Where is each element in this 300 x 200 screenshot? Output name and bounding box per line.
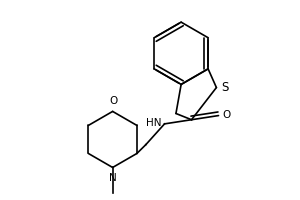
Text: N: N — [109, 173, 116, 183]
Text: S: S — [222, 81, 229, 94]
Text: HN: HN — [146, 118, 161, 128]
Text: O: O — [110, 96, 118, 106]
Text: O: O — [223, 110, 231, 120]
